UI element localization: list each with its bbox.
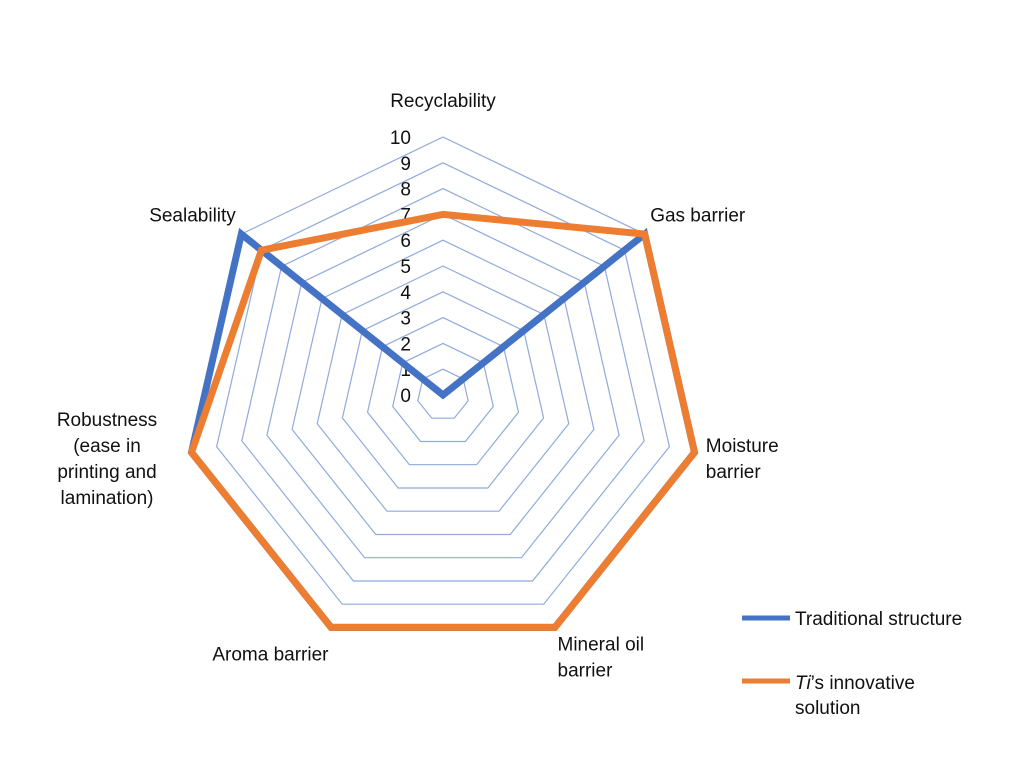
grid-ring-3 (366, 316, 520, 466)
tick-label-3: 3 (400, 309, 411, 330)
legend-label-ti-rest: ’s innovative (811, 673, 915, 694)
tick-label-9: 9 (400, 154, 411, 175)
grid-ring-8 (241, 187, 645, 582)
category-label-5-line-1: (ease in (73, 436, 141, 457)
tick-label-0: 0 (400, 386, 411, 407)
category-label-3: Mineral oil barrier (558, 635, 645, 682)
grid-ring-5 (316, 265, 570, 512)
radar-grid (190, 136, 696, 629)
chart-legend: Traditional structure Ti’s innovative so… (742, 609, 962, 719)
category-label-5-line-0: Robustness (57, 410, 157, 431)
category-label-5-line-2: printing and (57, 462, 156, 483)
tick-label-2: 2 (400, 334, 411, 355)
grid-ring-10 (190, 136, 696, 629)
category-label-2-line-0: Moisture (706, 436, 779, 457)
category-label-0-line-0: Recyclability (390, 91, 496, 112)
category-label-4: Aroma barrier (212, 645, 329, 666)
category-label-0: Recyclability (390, 91, 496, 112)
category-label-4-line-0: Aroma barrier (212, 645, 329, 666)
category-label-3-line-1: barrier (558, 661, 614, 682)
tick-label-4: 4 (400, 283, 411, 304)
category-label-2: Moisture barrier (706, 436, 779, 483)
tick-label-6: 6 (400, 231, 411, 252)
tick-label-8: 8 (400, 180, 411, 201)
category-label-6: Sealability (149, 205, 236, 226)
radar-tick-labels: 0 1 2 3 4 5 6 7 8 9 10 (390, 128, 412, 407)
category-label-2-line-1: barrier (706, 462, 762, 483)
grid-ring-9 (215, 162, 671, 605)
grid-ring-4 (341, 291, 545, 489)
category-label-6-line-0: Sealability (149, 205, 236, 226)
legend-label-ti-line2: solution (795, 698, 861, 719)
tick-label-1: 1 (400, 360, 411, 381)
radar-series (187, 210, 699, 631)
grid-ring-2 (392, 342, 494, 443)
tick-label-5: 5 (400, 257, 411, 278)
series-line-ti (187, 210, 699, 631)
category-label-1-line-0: Gas barrier (650, 205, 746, 226)
category-label-5-line-3: lamination) (61, 488, 154, 509)
tick-label-10: 10 (390, 128, 411, 149)
legend-label-ti-italic: Ti (795, 673, 811, 694)
category-label-1: Gas barrier (650, 205, 746, 226)
tick-label-7: 7 (400, 205, 411, 226)
series-line-traditional (187, 227, 699, 631)
category-label-3-line-0: Mineral oil (558, 635, 645, 656)
grid-ring-6 (291, 239, 595, 536)
category-label-5: Robustness (ease in printing and lamination… (57, 410, 157, 509)
legend-label-ti: Ti’s innovative solution (795, 673, 920, 719)
legend-label-traditional: Traditional structure (795, 609, 962, 630)
grid-ring-7 (266, 213, 620, 559)
